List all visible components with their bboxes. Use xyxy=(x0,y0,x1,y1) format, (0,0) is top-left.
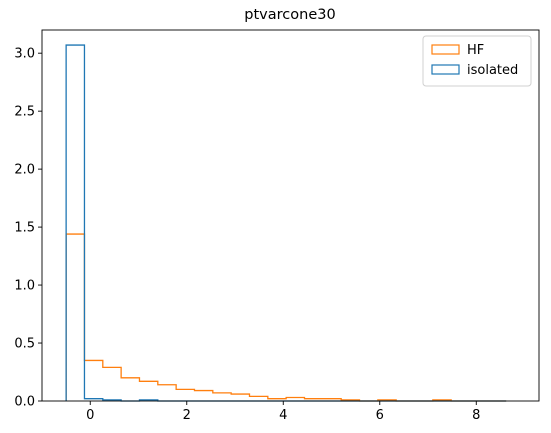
legend-label-isolated: isolated xyxy=(467,63,518,78)
axes-frame xyxy=(41,29,540,402)
y-tick-label: 0.5 xyxy=(14,337,35,352)
x-tick-label: 2 xyxy=(183,408,191,423)
y-tick-label: 2.0 xyxy=(14,163,35,178)
legend-swatch-hf xyxy=(431,44,460,55)
y-tick-label: 0.0 xyxy=(14,395,35,410)
legend-swatch-isolated xyxy=(431,64,460,75)
y-tick-label: 2.5 xyxy=(14,105,35,120)
legend-label-hf: HF xyxy=(467,43,484,58)
x-tick-label: 0 xyxy=(86,408,94,423)
chart-title: ptvarcone30 xyxy=(244,7,335,23)
y-tick-label: 3.0 xyxy=(14,47,35,62)
axes: 0 2 4 6 8 0.0 0.5 1.0 1.5 2.0 2.5 3.0 xyxy=(14,29,540,423)
plot-area xyxy=(42,30,539,401)
y-tick-label: 1.0 xyxy=(14,279,35,294)
y-tick-label: 1.5 xyxy=(14,221,35,236)
legend: HF isolated xyxy=(422,35,532,87)
x-tick-label: 8 xyxy=(472,408,480,423)
x-tick-label: 6 xyxy=(376,408,384,423)
x-tick-label: 4 xyxy=(279,408,287,423)
